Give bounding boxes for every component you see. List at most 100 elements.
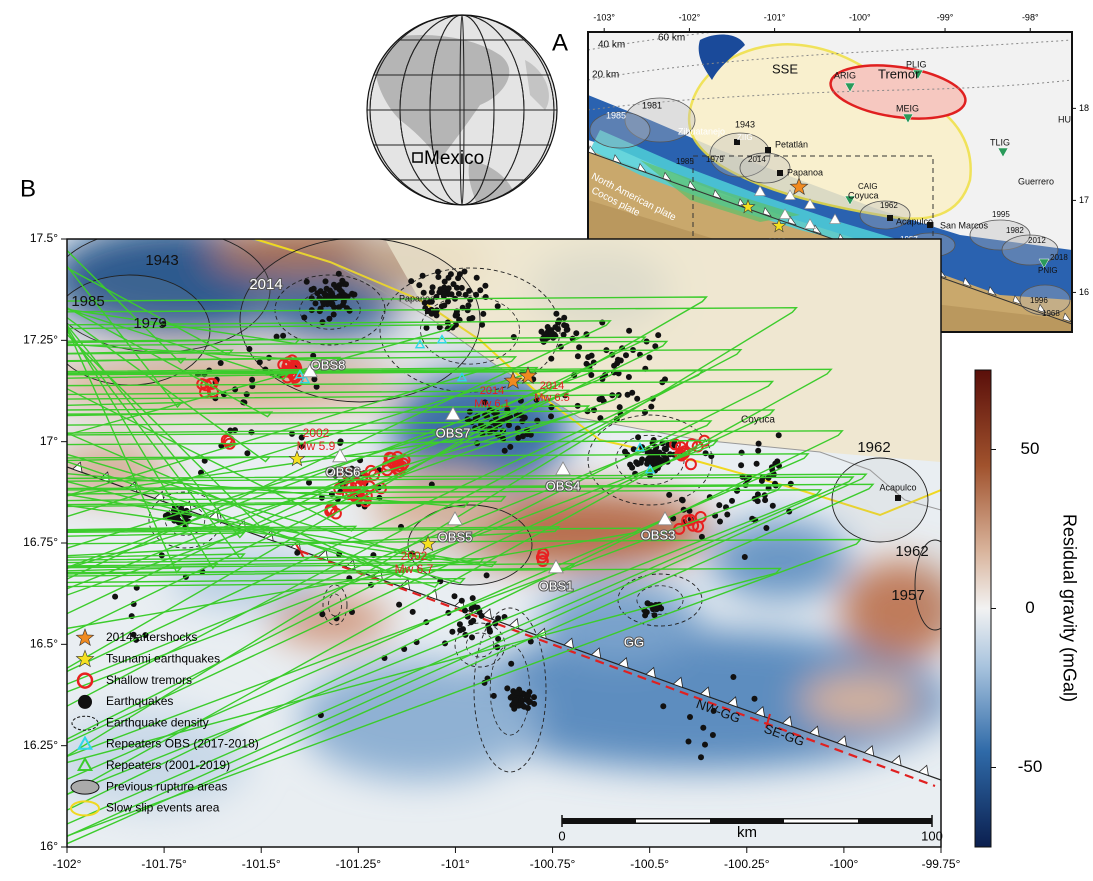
colorbar-tick-label: 50 [1021,439,1040,458]
earthquake [469,634,475,640]
inset-label: 60 km [658,33,685,44]
colorbar-tick-label: 0 [1025,598,1034,617]
colorbar-label: Residual gravity (mGal) [1059,514,1079,702]
map-label: GG [624,634,644,649]
inset-x-tick-label: -100° [849,12,871,22]
earthquake [763,525,769,531]
earthquake [555,326,561,332]
map-label: 2002 [303,426,330,440]
earthquake [623,352,629,358]
rupture-area [832,458,928,542]
y-tick-label: 17° [40,434,58,448]
earthquake [480,311,486,317]
earthquake [435,274,441,280]
earthquake [313,300,319,306]
earthquake [343,281,349,287]
earthquake [435,269,441,275]
x-tick-label: -99.75° [922,857,961,871]
earthquake [788,481,794,487]
x-tick-label: -100.5° [630,857,669,871]
inset-label: HU [1058,114,1071,124]
inset-label: 20 km [592,70,619,81]
map-label: OBS4 [546,478,581,493]
figure: Mexico 0100km40 km60 km20 kmSSETremorARI… [0,0,1093,876]
earthquake [448,271,454,277]
earthquake [324,286,330,292]
earthquake [249,377,255,383]
earthquake [754,461,760,467]
earthquake [729,498,735,504]
colorbar: 50 0 -50 Residual gravity (mGal) [975,370,1079,847]
earthquake [541,331,547,337]
earthquake [459,285,465,291]
inset-label: 1985 [606,110,626,120]
panel-label: B [20,175,36,202]
earthquake [479,322,485,328]
map-label: Mw 6.1 [474,398,509,410]
earthquake [698,754,704,760]
scale-label: 0 [558,828,565,843]
earthquake [548,404,554,410]
earthquake [424,325,430,331]
inset-label: Coyuca [848,190,879,200]
earthquake [575,353,581,359]
inset-label: ARIG [834,70,856,80]
earthquake [666,492,672,498]
earthquake [477,287,483,293]
earthquake [642,612,648,618]
earthquake [491,693,497,699]
colorbar-tick-label: -50 [1018,757,1043,776]
colorbar-gradient [975,370,991,847]
earthquake [687,714,693,720]
town [425,308,431,314]
earthquake [342,292,348,298]
earthquake [502,448,508,454]
earthquake [717,519,723,525]
earthquake [246,346,252,352]
map-label: 2002 [401,549,428,563]
inset-x-tick-label: -99° [937,12,954,22]
earthquake [716,502,722,508]
earthquake [455,275,461,281]
gravity-anomaly [710,520,850,600]
earthquake [585,354,591,360]
earthquake [504,685,510,691]
inset-x-tick-label: -102° [679,12,701,22]
gravity-anomaly [800,675,920,725]
earthquake [576,344,582,350]
earthquake [244,391,250,397]
y-tick-label: 17.5° [30,231,58,245]
earthquake [408,278,414,284]
earthquake [244,450,250,456]
scale-label: 100 [921,828,943,843]
earthquake [548,356,554,362]
earthquake [506,422,512,428]
map-label: 2014 [540,380,564,392]
map-label: OBS7 [436,425,471,440]
earthquake [467,297,473,303]
earthquake [655,332,661,338]
inset-label: PNIG [1038,266,1058,275]
earthquake [700,725,706,731]
earthquake [479,613,485,619]
earthquake [465,302,471,308]
inset-y-tick-label: 16 [1079,287,1089,297]
earthquake [629,465,635,471]
earthquake [573,330,579,336]
earthquake [617,404,623,410]
earthquake [456,291,462,297]
y-tick-label: 16° [40,839,58,853]
scale-unit: km [737,824,757,841]
legend-label: Earthquake density [106,715,209,729]
inset-label: 2014 [748,155,766,164]
inset-label: SSE [772,61,798,76]
earthquake [321,301,327,307]
earthquake [599,395,605,401]
earthquake [639,456,645,462]
map-label: Acapulco [879,482,916,492]
inset-label: 1968 [1042,309,1060,318]
legend-symbol [78,695,92,709]
earthquake [309,295,315,301]
earthquake [561,315,567,321]
town [765,147,771,153]
